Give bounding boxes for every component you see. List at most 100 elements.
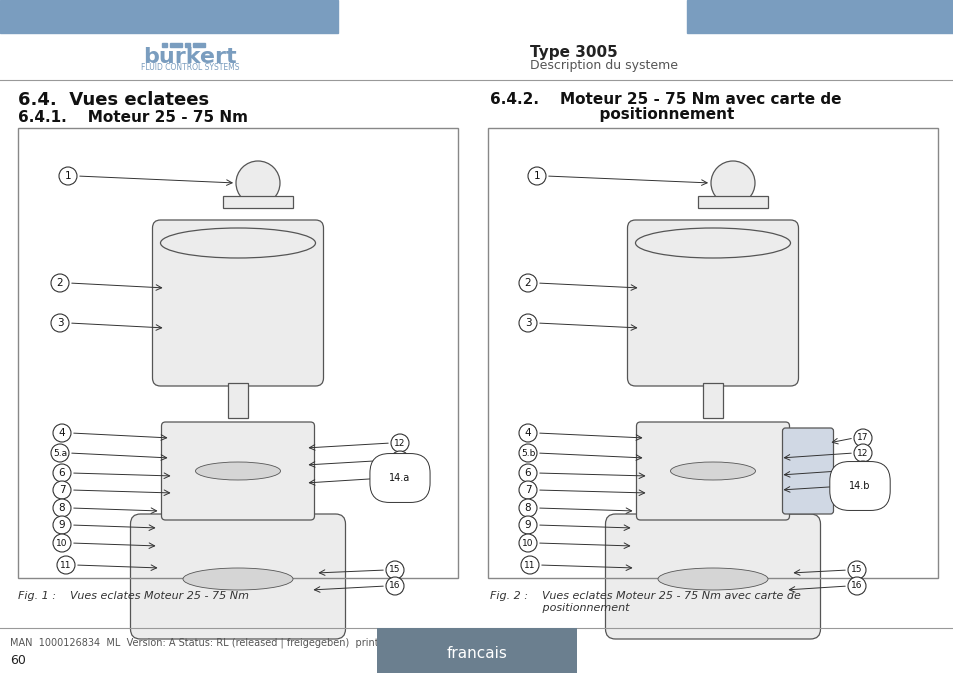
Text: 11: 11 (524, 561, 536, 569)
Circle shape (518, 534, 537, 552)
Text: 11: 11 (60, 561, 71, 569)
FancyBboxPatch shape (627, 220, 798, 386)
Circle shape (518, 444, 537, 462)
Circle shape (853, 444, 871, 462)
Bar (488, 128, 937, 578)
Circle shape (518, 499, 537, 517)
Text: 15: 15 (389, 565, 400, 575)
Bar (185, 43, 190, 47)
Text: Fig. 2 :    Vues eclates Moteur 25 - 75 Nm avec carte de: Fig. 2 : Vues eclates Moteur 25 - 75 Nm … (490, 591, 800, 601)
Circle shape (386, 561, 403, 579)
Circle shape (518, 274, 537, 292)
Circle shape (53, 481, 71, 499)
Bar (223, 196, 293, 208)
Bar (228, 383, 248, 418)
Text: 10: 10 (521, 538, 533, 548)
Text: 7: 7 (524, 485, 531, 495)
Ellipse shape (183, 568, 293, 590)
Text: Description du systeme: Description du systeme (530, 59, 678, 71)
Circle shape (710, 161, 754, 205)
Circle shape (518, 516, 537, 534)
Circle shape (53, 516, 71, 534)
Text: positionnement: positionnement (490, 603, 629, 613)
Bar (170, 43, 182, 47)
Circle shape (847, 577, 865, 595)
Text: 12: 12 (857, 448, 868, 458)
Circle shape (53, 534, 71, 552)
Bar (376, 628, 577, 673)
Bar (698, 196, 767, 208)
Circle shape (518, 424, 537, 442)
Circle shape (518, 481, 537, 499)
Circle shape (847, 561, 865, 579)
Text: 9: 9 (524, 520, 531, 530)
Text: 16: 16 (389, 581, 400, 590)
Text: 6.4.1.    Moteur 25 - 75 Nm: 6.4.1. Moteur 25 - 75 Nm (18, 110, 248, 125)
FancyBboxPatch shape (781, 428, 833, 514)
Bar (162, 43, 167, 47)
Ellipse shape (160, 228, 315, 258)
Text: Type 3005: Type 3005 (530, 44, 618, 59)
Text: 5.b: 5.b (520, 448, 535, 458)
Text: 12: 12 (394, 439, 405, 448)
Circle shape (520, 556, 538, 574)
Text: 4: 4 (524, 428, 531, 438)
Text: 60: 60 (10, 653, 26, 666)
Ellipse shape (195, 462, 280, 480)
Text: 16: 16 (850, 581, 862, 590)
Text: MAN  1000126834  ML  Version: A Status: RL (released | freigegeben)  printed: 29: MAN 1000126834 ML Version: A Status: RL … (10, 638, 452, 648)
Circle shape (59, 167, 77, 185)
Text: 15: 15 (850, 565, 862, 575)
Text: 1: 1 (533, 171, 539, 181)
Text: francais: francais (446, 645, 507, 660)
Bar (702, 383, 722, 418)
Circle shape (386, 577, 403, 595)
Text: positionnement: positionnement (525, 106, 734, 122)
Text: 2: 2 (524, 278, 531, 288)
Text: 3: 3 (56, 318, 63, 328)
Text: 9: 9 (59, 520, 65, 530)
Text: 2: 2 (56, 278, 63, 288)
Text: 3: 3 (524, 318, 531, 328)
Circle shape (53, 464, 71, 482)
Text: Fig. 1 :    Vues eclates Moteur 25 - 75 Nm: Fig. 1 : Vues eclates Moteur 25 - 75 Nm (18, 591, 249, 601)
Circle shape (518, 464, 537, 482)
Circle shape (853, 429, 871, 447)
Text: 6.4.2.    Moteur 25 - 75 Nm avec carte de: 6.4.2. Moteur 25 - 75 Nm avec carte de (490, 92, 841, 108)
Circle shape (51, 444, 69, 462)
Text: burkert: burkert (143, 47, 236, 67)
FancyBboxPatch shape (161, 422, 314, 520)
FancyBboxPatch shape (636, 422, 789, 520)
Text: 14.b: 14.b (848, 481, 870, 491)
Text: 8: 8 (524, 503, 531, 513)
Circle shape (51, 314, 69, 332)
Bar (686, 0, 953, 33)
Text: 8: 8 (59, 503, 65, 513)
Text: 13: 13 (394, 456, 405, 464)
Circle shape (53, 499, 71, 517)
Circle shape (235, 161, 280, 205)
Bar (0, 0, 337, 33)
Bar (193, 43, 205, 47)
Circle shape (57, 556, 75, 574)
Circle shape (53, 424, 71, 442)
Text: 10: 10 (56, 538, 68, 548)
Circle shape (518, 314, 537, 332)
Text: 17: 17 (857, 433, 868, 443)
Bar (18, 128, 457, 578)
Text: FLUID CONTROL SYSTEMS: FLUID CONTROL SYSTEMS (141, 63, 239, 73)
Text: 6.4.  Vues eclatees: 6.4. Vues eclatees (18, 91, 209, 109)
Ellipse shape (658, 568, 767, 590)
Circle shape (391, 451, 409, 469)
Text: 6: 6 (524, 468, 531, 478)
Text: 4: 4 (59, 428, 65, 438)
Circle shape (391, 434, 409, 452)
Circle shape (853, 461, 871, 479)
FancyBboxPatch shape (152, 220, 323, 386)
Text: 5.a: 5.a (52, 448, 67, 458)
Text: 1: 1 (65, 171, 71, 181)
FancyBboxPatch shape (605, 514, 820, 639)
Ellipse shape (635, 228, 790, 258)
Text: 14.a: 14.a (389, 473, 410, 483)
Text: 7: 7 (59, 485, 65, 495)
